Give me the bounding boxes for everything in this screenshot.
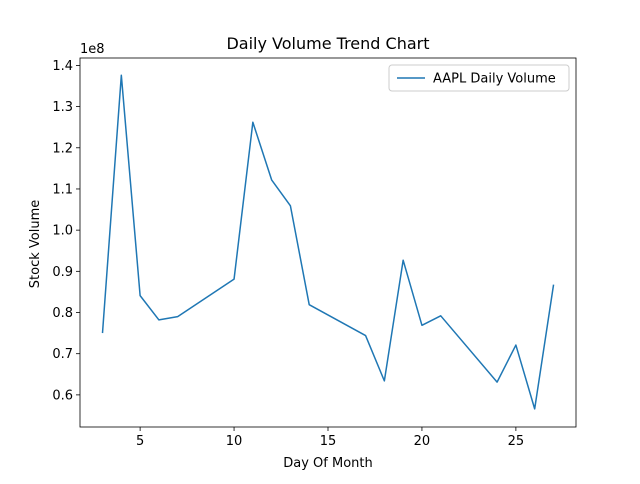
y-offset-label: 1e8 xyxy=(80,42,105,57)
y-tick-label: 1.0 xyxy=(52,224,73,239)
x-tick-label: 25 xyxy=(508,434,525,449)
y-tick-label: 1.4 xyxy=(52,59,73,74)
y-tick-label: 1.2 xyxy=(52,141,73,156)
legend: AAPL Daily Volume xyxy=(389,65,569,91)
x-tick-label: 15 xyxy=(320,434,337,449)
x-axis-label: Day Of Month xyxy=(283,456,373,471)
x-tick-label: 5 xyxy=(136,434,144,449)
y-tick-label: 1.3 xyxy=(52,100,73,115)
y-tick-label: 1.1 xyxy=(52,182,73,197)
legend-label: AAPL Daily Volume xyxy=(433,72,556,87)
y-tick-label: 0.8 xyxy=(52,306,73,321)
y-tick-label: 0.9 xyxy=(52,265,73,280)
y-tick-label: 0.7 xyxy=(52,347,73,362)
y-axis-label: Stock Volume xyxy=(28,200,43,288)
y-tick-label: 0.6 xyxy=(52,388,73,403)
chart-title: Daily Volume Trend Chart xyxy=(226,34,429,53)
x-tick-label: 10 xyxy=(226,434,243,449)
x-tick-label: 20 xyxy=(414,434,431,449)
